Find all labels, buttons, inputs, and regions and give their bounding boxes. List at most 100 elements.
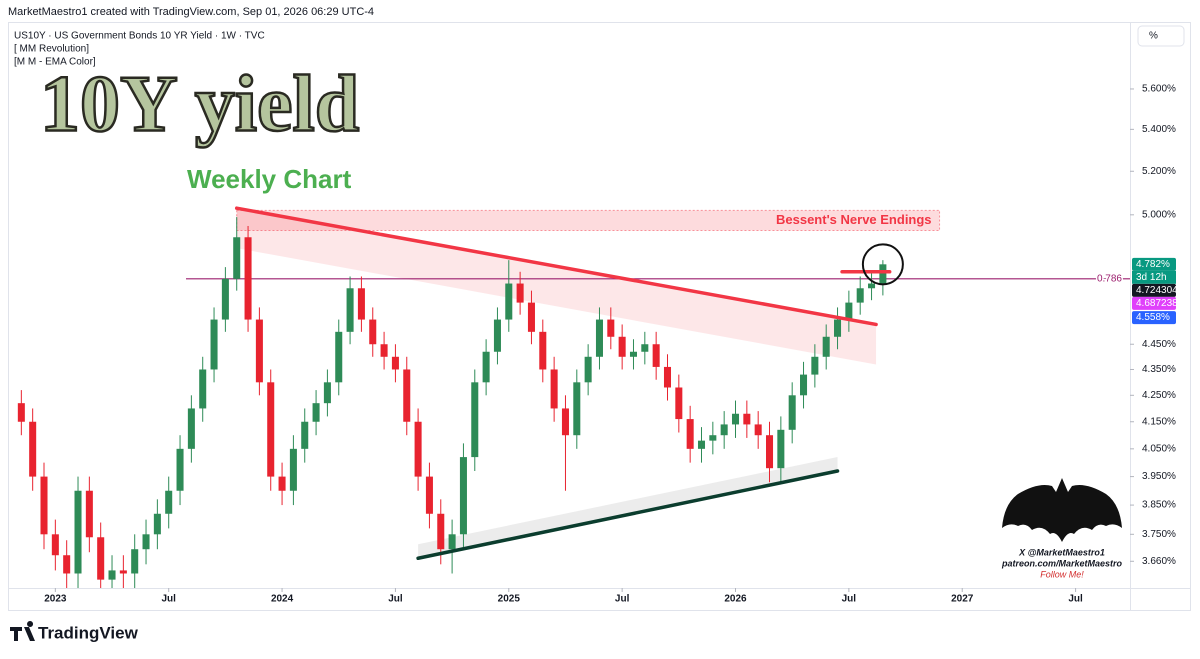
candle-body	[561, 408, 569, 436]
candle-body	[618, 336, 626, 357]
y-tick-label: 5.400%	[1142, 124, 1176, 135]
price-label: 4.782%	[1136, 259, 1170, 270]
y-tick-label: 4.150%	[1142, 416, 1176, 427]
price-label-box	[1132, 257, 1176, 271]
price-label: 4.687238	[1136, 298, 1178, 309]
plot-area: Bessent's Nerve Endings 0.786	[17, 206, 1130, 588]
x-tick-label: Jul	[388, 594, 403, 605]
watermark: X @MarketMaestro1 patreon.com/MarketMaes…	[1001, 478, 1123, 579]
trendline	[234, 206, 878, 327]
x-tick-label: 2027	[951, 594, 974, 605]
candle-body	[97, 537, 105, 580]
candle-body	[527, 302, 535, 332]
candle-body	[448, 534, 456, 550]
candle-body	[176, 448, 184, 491]
price-label-note: 3d 12h	[1136, 272, 1167, 283]
candle-body	[652, 344, 660, 367]
y-tick-label: 3.950%	[1142, 471, 1176, 482]
x-tick-label: 2025	[498, 594, 521, 605]
y-tick-label: 3.660%	[1142, 556, 1176, 567]
candle-body	[289, 448, 297, 491]
candle-body	[17, 403, 25, 422]
candle-body	[323, 382, 331, 404]
candle-body	[357, 288, 365, 320]
unit-button-label[interactable]: %	[1149, 31, 1158, 42]
price-label-box	[1132, 283, 1176, 297]
candle-body	[516, 283, 524, 303]
candle-body	[493, 319, 501, 352]
candle-body	[335, 331, 343, 383]
x-tick-label: 2024	[271, 594, 294, 605]
y-tick-label: 4.350%	[1142, 364, 1176, 375]
candle-body	[153, 513, 161, 535]
candle-body	[414, 421, 422, 477]
candle-body	[573, 382, 581, 436]
indicator-label: [M M - EMA Color]	[14, 57, 96, 68]
brand-name: TradingView	[38, 623, 139, 642]
candle-body	[29, 421, 37, 477]
candle-body	[233, 237, 241, 279]
candle-body	[380, 344, 388, 357]
price-label: 4.724304	[1136, 285, 1178, 296]
candle-body	[834, 319, 842, 337]
candle-body	[131, 549, 139, 574]
y-tick-label: 3.750%	[1142, 529, 1176, 540]
candle-body	[788, 395, 796, 430]
fib-label: 0.786	[1097, 273, 1122, 284]
highlight-circle	[861, 243, 904, 286]
x-tick-label: Jul	[615, 594, 630, 605]
candle-body	[312, 403, 320, 422]
candle-body	[244, 237, 252, 320]
candle-body	[584, 356, 592, 383]
indicator-label: [ MM Revolution]	[14, 44, 89, 55]
candle-body	[800, 374, 808, 396]
y-tick-label: 4.250%	[1142, 390, 1176, 401]
candle-body	[165, 490, 173, 514]
candle-body	[63, 555, 71, 574]
y-tick-label: 5.200%	[1142, 166, 1176, 177]
candle-body	[369, 319, 377, 345]
candle-body	[221, 278, 229, 320]
trendline	[416, 469, 840, 561]
zone-label: Bessent's Nerve Endings	[776, 212, 932, 227]
watermark-handle: X @MarketMaestro1	[1018, 547, 1105, 557]
x-tick-label: 2026	[724, 594, 747, 605]
candle-body	[119, 570, 127, 574]
overlay-subtitle: Weekly Chart	[187, 164, 352, 194]
candle-body	[754, 424, 762, 436]
candle-body	[187, 408, 195, 449]
x-tick-label: Jul	[842, 594, 857, 605]
candle-body	[811, 356, 819, 375]
watermark-cta: Follow Me!	[1040, 569, 1084, 579]
credit: MarketMaestro1 created with TradingView.…	[8, 6, 374, 18]
symbol-info: US10Y · US Government Bonds 10 YR Yield …	[14, 31, 265, 42]
candle-body	[301, 421, 309, 449]
candle-body	[743, 413, 751, 425]
candle-body	[709, 435, 717, 441]
y-tick-label: 4.450%	[1142, 339, 1176, 350]
candle-body	[459, 457, 467, 535]
candle-body	[40, 476, 48, 535]
unit-button[interactable]	[1137, 25, 1185, 47]
x-tick-label: Jul	[1068, 594, 1083, 605]
candle-body	[505, 283, 513, 320]
candle-body	[720, 424, 728, 436]
candle-body	[697, 440, 706, 449]
candle-body	[199, 369, 207, 409]
candle-body	[278, 476, 286, 491]
price-label-box	[1132, 311, 1176, 325]
candle-body	[255, 319, 263, 383]
y-tick-label: 4.050%	[1142, 443, 1176, 454]
candle-body	[686, 419, 694, 449]
candle-body	[641, 344, 649, 352]
zone	[236, 209, 941, 231]
candle-body	[210, 319, 218, 370]
y-tick-label: 3.850%	[1142, 500, 1176, 511]
price-label-box	[1132, 296, 1176, 310]
candle-body	[879, 264, 887, 284]
candle-body	[539, 331, 547, 370]
candle-body	[607, 319, 615, 337]
y-tick-label: 5.000%	[1142, 209, 1176, 220]
